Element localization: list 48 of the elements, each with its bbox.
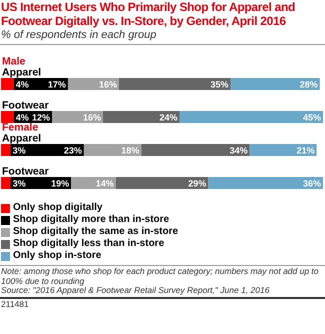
bar: [118, 78, 231, 90]
bar: [141, 144, 250, 156]
data-label: 29%: [188, 178, 206, 188]
data-label: 4%: [16, 112, 29, 122]
y-tick-label: Footwear: [2, 100, 49, 112]
bar: [116, 177, 208, 189]
data-label: 16%: [83, 112, 102, 122]
source-note: Source: "2016 Apparel & Footwear Retail Survey Report," June 1, 2016: [1, 285, 270, 296]
data-label: 4%: [16, 80, 29, 90]
data-label: 36%: [302, 178, 321, 188]
data-label: 3%: [12, 146, 26, 156]
data-label: 17%: [48, 80, 66, 90]
annotation: Female: [2, 122, 38, 134]
legend-label: Shop digitally more than in-store: [12, 214, 170, 226]
y-tick-label: Apparel: [2, 132, 42, 144]
data-label: 3%: [12, 178, 26, 188]
legend-label: Shop digitally less than in-store: [12, 238, 164, 250]
data-label: 28%: [300, 80, 318, 90]
text: 211481: [0, 298, 30, 308]
legend-label: Shop digitally the same as in-store: [12, 226, 178, 238]
y-tick-label: Footwear: [2, 166, 49, 178]
data-label: 35%: [210, 80, 229, 90]
data-label: 14%: [96, 178, 114, 188]
bar: [1, 111, 14, 123]
data-label: 21%: [296, 146, 315, 156]
bar: [103, 111, 180, 123]
bar: [1, 177, 11, 189]
legend-label: Only shop digitally: [12, 202, 102, 214]
chart-title: US Internet Users Who Primarily Shop for Apparel and Footwear Digitally vs. In-Store, by Gender, April 2016: [0, 0, 296, 28]
bar: [1, 78, 14, 90]
data-label: 24%: [160, 112, 178, 122]
data-label: 23%: [64, 146, 82, 156]
bar: [208, 177, 323, 189]
chart-subtitle: % of respondents in each group: [0, 28, 325, 45]
bar: [1, 144, 11, 156]
data-label: 18%: [121, 146, 140, 156]
bar: [180, 111, 323, 123]
data-label: 16%: [98, 80, 117, 90]
bar: [250, 144, 317, 156]
y-tick-label: Apparel: [2, 66, 42, 78]
data-label: 45%: [302, 112, 321, 122]
annotation: Male: [2, 56, 26, 68]
data-label: 34%: [230, 146, 248, 156]
data-label: 19%: [51, 178, 70, 188]
bar: [230, 78, 320, 90]
text: Note: among those who shop for each product category; numbers may not add up to 100% due to rounding: [1, 266, 320, 286]
legend-label: Only shop in-store: [12, 250, 102, 262]
data-label: 12%: [32, 112, 50, 122]
